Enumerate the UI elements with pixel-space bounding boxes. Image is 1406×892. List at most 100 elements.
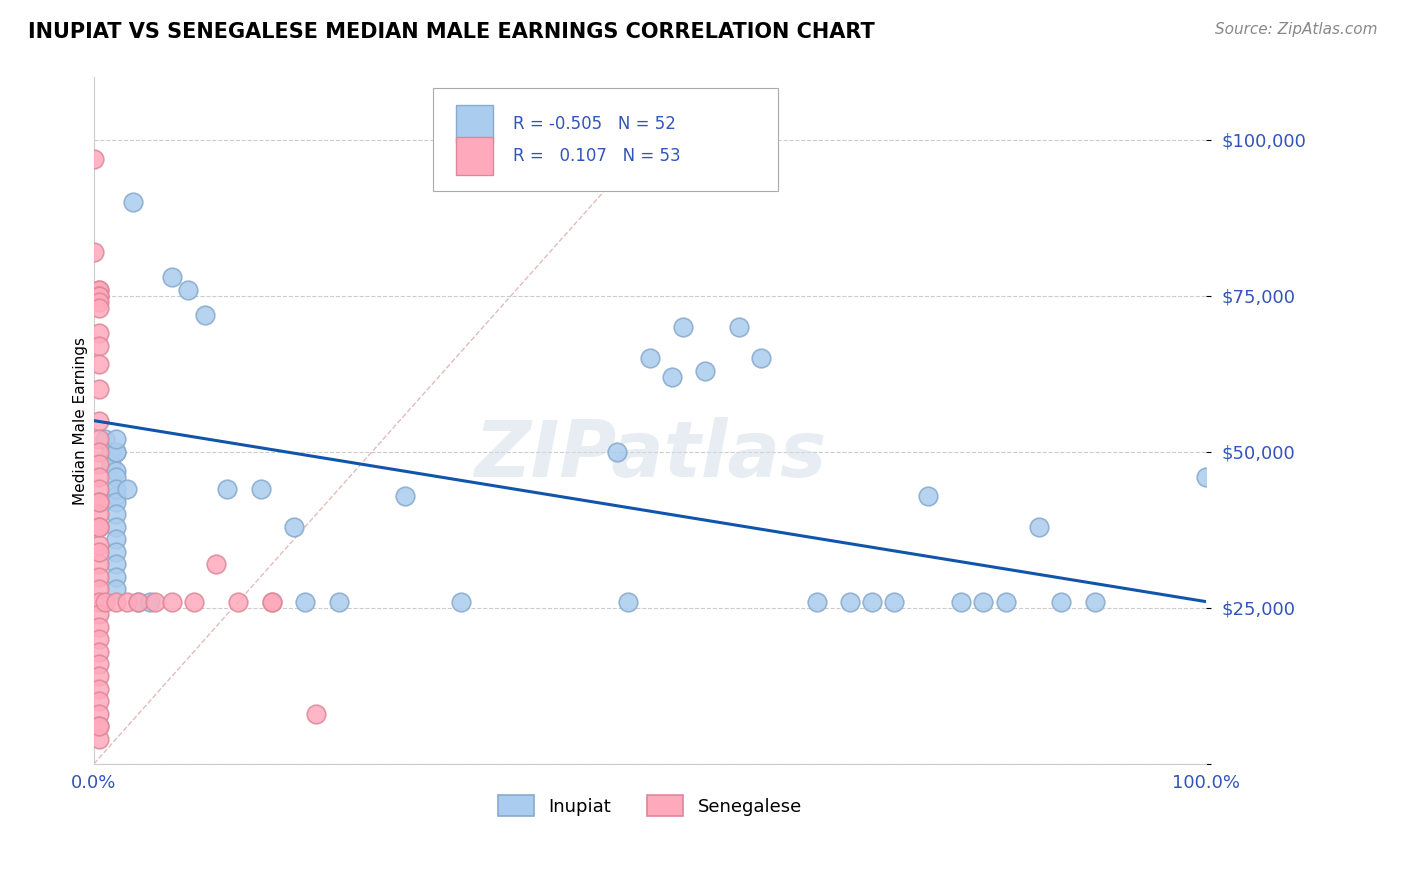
Point — [89, 607, 111, 621]
Point — [917, 489, 939, 503]
Point — [117, 594, 139, 608]
Point — [89, 433, 111, 447]
Point — [394, 489, 416, 503]
Point — [727, 320, 749, 334]
Point — [117, 483, 139, 497]
Point — [89, 519, 111, 533]
Point — [260, 594, 283, 608]
Point — [283, 519, 305, 533]
Bar — [457, 137, 494, 175]
Point — [94, 433, 117, 447]
Point — [127, 594, 149, 608]
Point — [883, 594, 905, 608]
Point — [100, 458, 122, 472]
Point — [89, 582, 111, 596]
Point — [950, 594, 973, 608]
Point — [89, 719, 111, 733]
Point — [89, 594, 111, 608]
Point — [89, 706, 111, 721]
Bar — [457, 105, 494, 143]
Point — [89, 295, 111, 310]
Point — [89, 644, 111, 658]
Point — [89, 538, 111, 552]
Point — [105, 507, 128, 521]
Point — [89, 358, 111, 372]
Point — [177, 283, 200, 297]
Point — [105, 470, 128, 484]
Point — [994, 594, 1017, 608]
Text: INUPIAT VS SENEGALESE MEDIAN MALE EARNINGS CORRELATION CHART: INUPIAT VS SENEGALESE MEDIAN MALE EARNIN… — [28, 22, 875, 42]
Point — [89, 681, 111, 696]
Point — [105, 433, 128, 447]
Point — [105, 582, 128, 596]
Point — [1084, 594, 1107, 608]
Point — [89, 632, 111, 646]
Point — [616, 594, 638, 608]
Point — [972, 594, 994, 608]
Point — [450, 594, 472, 608]
Point — [672, 320, 695, 334]
FancyBboxPatch shape — [433, 87, 778, 191]
Point — [749, 351, 772, 366]
Point — [294, 594, 316, 608]
Point — [217, 483, 239, 497]
Point — [121, 195, 143, 210]
Point — [89, 283, 111, 297]
Point — [89, 557, 111, 571]
Text: Source: ZipAtlas.com: Source: ZipAtlas.com — [1215, 22, 1378, 37]
Text: R =   0.107   N = 53: R = 0.107 N = 53 — [513, 147, 681, 165]
Text: ZIPatlas: ZIPatlas — [474, 417, 825, 493]
Point — [860, 594, 883, 608]
Point — [89, 283, 111, 297]
Point — [89, 519, 111, 533]
Point — [143, 594, 166, 608]
Point — [105, 464, 128, 478]
Point — [695, 364, 717, 378]
Point — [83, 245, 105, 260]
Point — [89, 289, 111, 303]
Point — [105, 489, 128, 503]
Point — [1050, 594, 1073, 608]
Point — [105, 445, 128, 459]
Point — [89, 719, 111, 733]
Point — [89, 494, 111, 508]
Point — [105, 494, 128, 508]
Point — [1195, 470, 1218, 484]
Point — [305, 706, 328, 721]
Point — [205, 557, 228, 571]
Point — [89, 569, 111, 583]
Point — [89, 544, 111, 558]
Point — [228, 594, 250, 608]
Point — [638, 351, 661, 366]
Point — [89, 301, 111, 316]
Point — [89, 494, 111, 508]
Point — [105, 483, 128, 497]
Point — [89, 458, 111, 472]
Point — [89, 445, 111, 459]
Point — [89, 289, 111, 303]
Point — [105, 594, 128, 608]
Point — [89, 470, 111, 484]
Point — [89, 669, 111, 683]
Point — [127, 594, 149, 608]
Point — [83, 152, 105, 166]
Point — [260, 594, 283, 608]
Point — [839, 594, 862, 608]
Point — [605, 445, 627, 459]
Point — [89, 731, 111, 746]
Point — [138, 594, 160, 608]
Point — [160, 270, 183, 285]
Point — [105, 544, 128, 558]
Point — [328, 594, 350, 608]
Point — [105, 445, 128, 459]
Point — [89, 326, 111, 341]
Point — [94, 594, 117, 608]
Text: R = -0.505   N = 52: R = -0.505 N = 52 — [513, 115, 676, 133]
Point — [89, 414, 111, 428]
Point — [89, 483, 111, 497]
Point — [806, 594, 828, 608]
Point — [105, 532, 128, 546]
Point — [89, 694, 111, 708]
Point — [89, 507, 111, 521]
Point — [194, 308, 217, 322]
